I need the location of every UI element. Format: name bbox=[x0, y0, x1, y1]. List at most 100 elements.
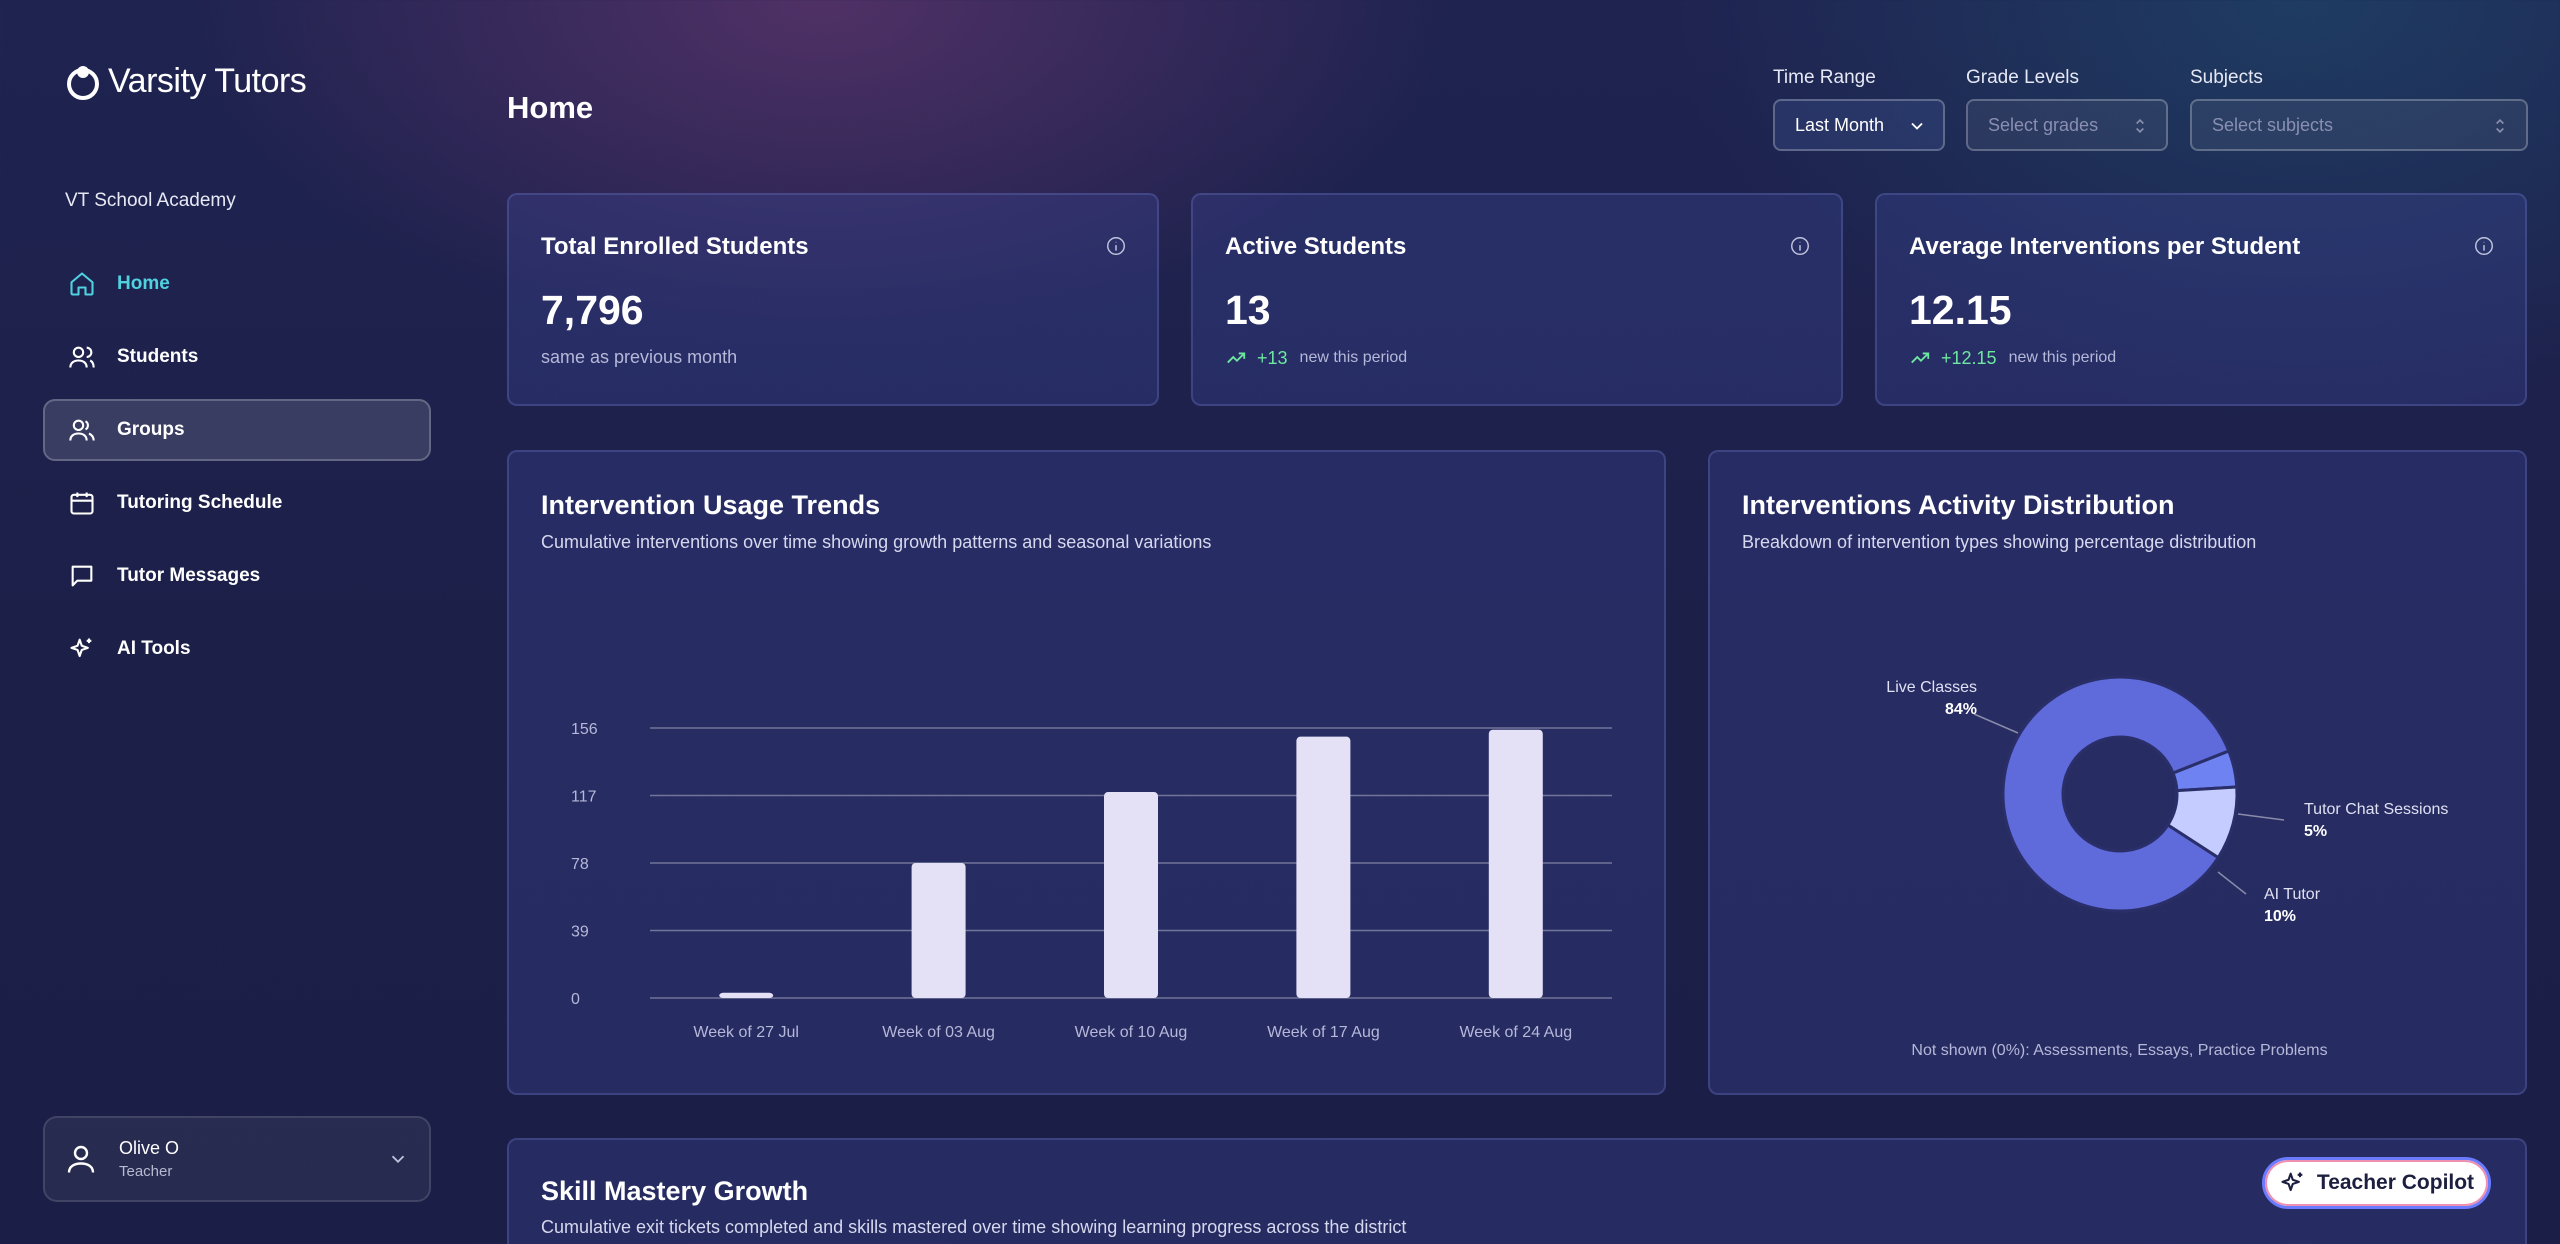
stat-trend-row: +12.15 new this period bbox=[1909, 347, 2116, 369]
user-role: Teacher bbox=[119, 1163, 173, 1180]
stat-delta: +13 bbox=[1257, 347, 1288, 368]
users-icon bbox=[67, 342, 97, 372]
slice-percent: 10% bbox=[2264, 908, 2296, 925]
home-icon bbox=[67, 269, 97, 299]
page-title: Home bbox=[507, 90, 594, 125]
teacher-copilot-label: Teacher Copilot bbox=[2316, 1171, 2475, 1194]
info-icon[interactable] bbox=[1789, 235, 1811, 257]
intervention-usage-panel: Intervention Usage Trends Cumulative int… bbox=[507, 450, 1666, 1095]
sidebar-item-label: Groups bbox=[117, 419, 185, 440]
slice-leader-line bbox=[1973, 713, 2019, 734]
y-tick-label: 0 bbox=[571, 991, 580, 1008]
stat-value: 13 bbox=[1225, 287, 1271, 333]
calendar-icon bbox=[67, 488, 97, 518]
sidebar-nav: Home Students Groups Tutoring Schedule T… bbox=[43, 253, 431, 691]
sidebar-item-groups[interactable]: Groups bbox=[43, 399, 431, 461]
interventions-distribution-panel: Interventions Activity Distribution Brea… bbox=[1708, 450, 2527, 1095]
sparkle-icon bbox=[2281, 1172, 2303, 1192]
panel-subtitle: Breakdown of intervention types showing … bbox=[1742, 532, 2257, 552]
interventions-donut-chart: Live Classes 84% Tutor Chat Sessions 5% AI T… bbox=[1886, 675, 2448, 925]
sparkle-icon bbox=[67, 634, 97, 664]
grade-levels-placeholder: Select grades bbox=[1988, 114, 2099, 135]
subjects-filter: Subjects Select subjects bbox=[2190, 67, 2528, 151]
stat-title: Average Interventions per Student bbox=[1909, 233, 2301, 260]
pie-slice bbox=[2001, 675, 2231, 913]
user-menu[interactable]: Olive O Teacher bbox=[43, 1116, 431, 1202]
stat-delta: +12.15 bbox=[1941, 347, 1997, 368]
slice-percent: 84% bbox=[1945, 701, 1977, 718]
grade-levels-filter: Grade Levels Select grades bbox=[1966, 67, 2168, 151]
group-icon bbox=[67, 415, 97, 445]
x-tick-label: Week of 27 Jul bbox=[693, 1024, 799, 1041]
stat-note: same as previous month bbox=[541, 347, 738, 367]
slice-label: AI Tutor bbox=[2264, 886, 2321, 903]
sidebar-item-label: Students bbox=[117, 346, 199, 367]
sidebar-item-tutoring-schedule[interactable]: Tutoring Schedule bbox=[43, 472, 431, 534]
y-tick-label: 78 bbox=[571, 856, 589, 873]
x-tick-label: Week of 17 Aug bbox=[1267, 1024, 1380, 1041]
y-tick-label: 39 bbox=[571, 924, 589, 941]
chevron-up-down-icon bbox=[2136, 118, 2144, 134]
bar bbox=[1296, 736, 1351, 998]
subjects-placeholder: Select subjects bbox=[2212, 114, 2334, 135]
teacher-copilot-button[interactable]: Teacher Copilot bbox=[2262, 1157, 2491, 1209]
skill-mastery-panel: Skill Mastery Growth Cumulative exit tic… bbox=[507, 1138, 2527, 1244]
panel-title: Skill Mastery Growth bbox=[541, 1176, 809, 1206]
slice-label: Tutor Chat Sessions bbox=[2304, 801, 2448, 818]
stat-value: 7,796 bbox=[541, 287, 644, 333]
brand-name: Varsity Tutors bbox=[108, 62, 307, 100]
grade-levels-label: Grade Levels bbox=[1966, 67, 2080, 88]
time-range-select[interactable]: Last Month bbox=[1773, 99, 1945, 151]
sidebar: Varsity Tutors VT School Academy Home St… bbox=[0, 0, 470, 1244]
y-tick-label: 156 bbox=[571, 721, 598, 738]
info-icon[interactable] bbox=[2473, 235, 2495, 257]
chevron-down-icon bbox=[1911, 122, 1923, 130]
sidebar-item-ai-tools[interactable]: AI Tools bbox=[43, 618, 431, 680]
stat-card-active-students: Active Students 13 +13 new this period bbox=[1191, 193, 1843, 406]
chart-footnote: Not shown (0%): Assessments, Essays, Pra… bbox=[1911, 1042, 2328, 1059]
time-range-label: Time Range bbox=[1773, 67, 1876, 88]
panel-subtitle: Cumulative exit tickets completed and sk… bbox=[541, 1217, 1407, 1237]
brand-logo[interactable]: Varsity Tutors bbox=[64, 62, 307, 101]
panel-title: Intervention Usage Trends bbox=[541, 490, 881, 520]
info-icon[interactable] bbox=[1105, 235, 1127, 257]
trending-up-icon bbox=[1227, 352, 1246, 364]
slice-leader-line bbox=[2217, 871, 2247, 895]
stat-card-total-enrolled: Total Enrolled Students 7,796 same as pr… bbox=[507, 193, 1159, 406]
stat-delta-note: new this period bbox=[1299, 349, 1408, 366]
y-tick-label: 117 bbox=[571, 789, 597, 806]
slice-label: Live Classes bbox=[1886, 679, 1977, 696]
time-range-filter: Time Range Last Month bbox=[1773, 67, 1945, 151]
bar bbox=[1104, 792, 1158, 998]
bar bbox=[719, 992, 774, 998]
user-name: Olive O bbox=[119, 1138, 180, 1158]
stat-delta-note: new this period bbox=[2008, 349, 2117, 366]
message-icon bbox=[67, 561, 97, 591]
slice-leader-line bbox=[2237, 813, 2285, 821]
trending-up-icon bbox=[1911, 352, 1930, 364]
sidebar-item-label: Tutoring Schedule bbox=[117, 492, 283, 513]
x-tick-label: Week of 03 Aug bbox=[882, 1024, 995, 1041]
grade-levels-select[interactable]: Select grades bbox=[1966, 99, 2168, 151]
chevron-up-down-icon bbox=[2496, 118, 2504, 134]
bar bbox=[911, 863, 966, 998]
sidebar-item-tutor-messages[interactable]: Tutor Messages bbox=[43, 545, 431, 607]
sidebar-item-home[interactable]: Home bbox=[43, 253, 431, 315]
sidebar-item-label: Home bbox=[117, 273, 170, 294]
sidebar-item-students[interactable]: Students bbox=[43, 326, 431, 388]
stat-value: 12.15 bbox=[1909, 287, 2012, 333]
user-avatar-icon bbox=[67, 1145, 95, 1173]
stat-trend-row: +13 new this period bbox=[1225, 347, 1407, 369]
organization-name: VT School Academy bbox=[65, 190, 236, 211]
subjects-label: Subjects bbox=[2190, 67, 2263, 88]
stat-title: Active Students bbox=[1225, 233, 1407, 260]
stat-card-average-interventions: Average Interventions per Student 12.15 … bbox=[1875, 193, 2527, 406]
varsity-tutors-logo-icon bbox=[67, 65, 99, 100]
intervention-usage-bar-chart: 0 39 78 117 156 Week of 27 Jul Week of 03 Aug W… bbox=[571, 721, 1612, 1041]
x-tick-label: Week of 10 Aug bbox=[1075, 1024, 1188, 1041]
subjects-select[interactable]: Select subjects bbox=[2190, 99, 2528, 151]
sidebar-item-label: AI Tools bbox=[117, 638, 191, 659]
panel-subtitle: Cumulative interventions over time showi… bbox=[541, 532, 1212, 552]
x-tick-label: Week of 24 Aug bbox=[1459, 1024, 1572, 1041]
sidebar-item-label: Tutor Messages bbox=[117, 565, 261, 586]
